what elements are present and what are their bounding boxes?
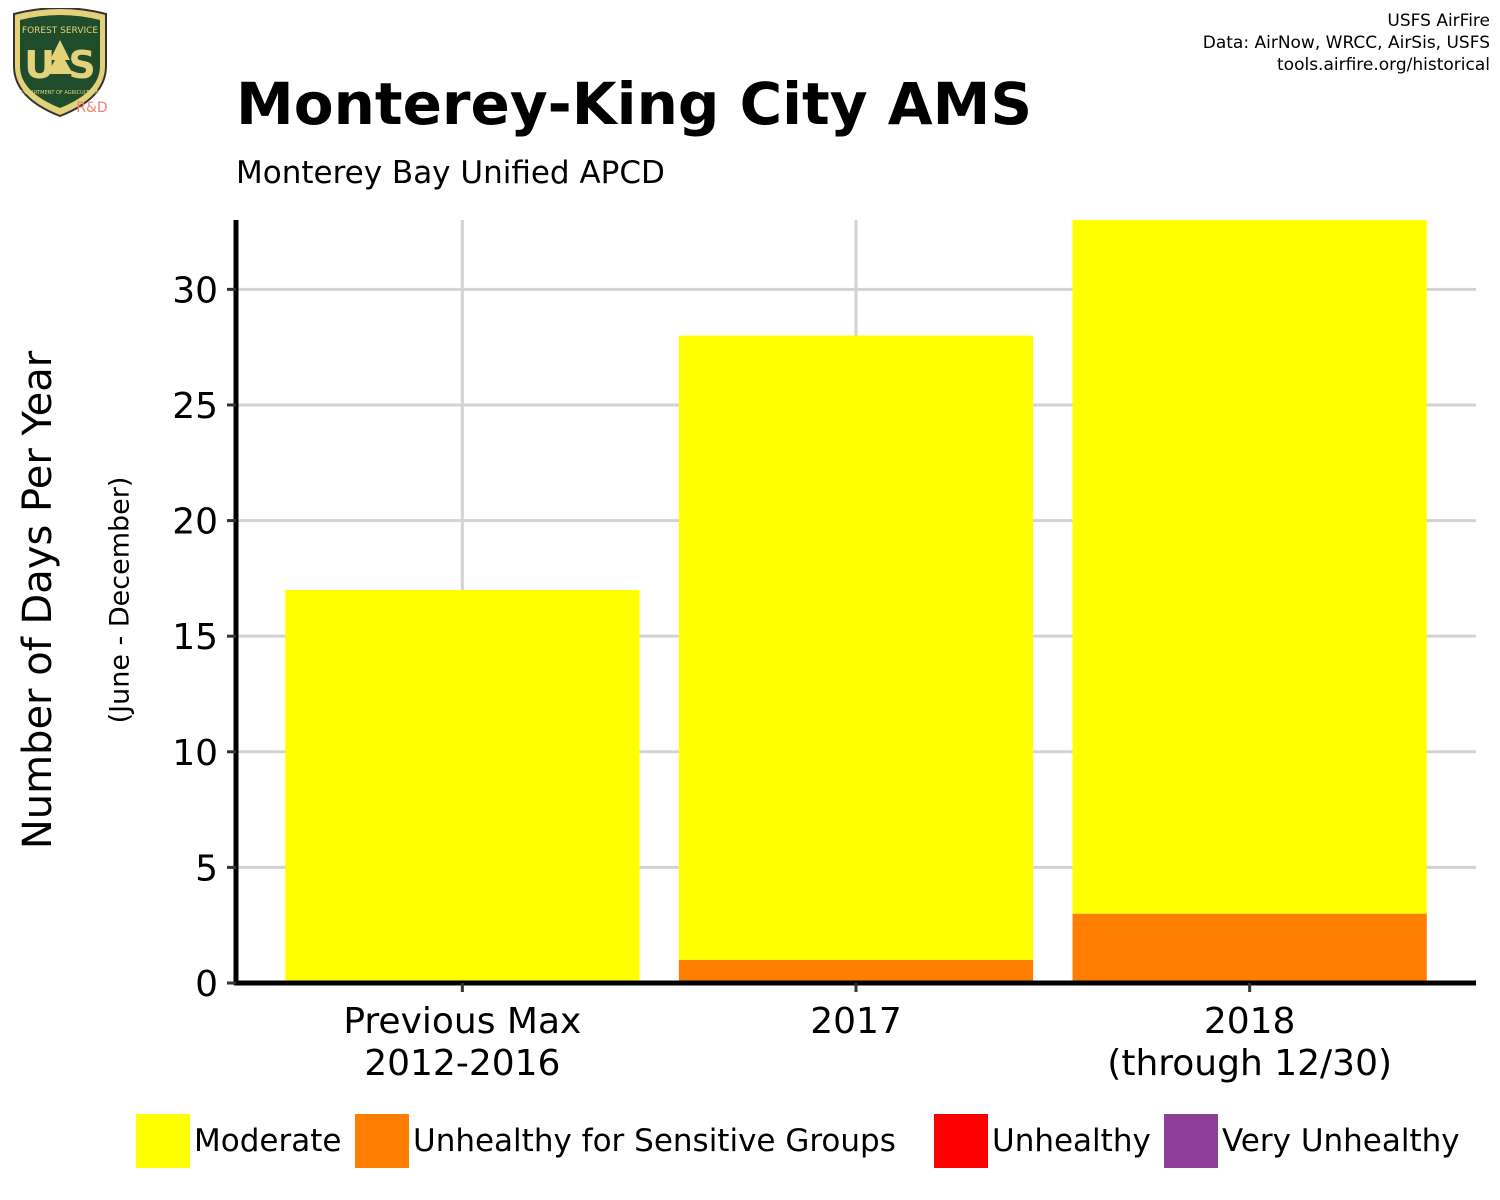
credits: USFS AirFire Data: AirNow, WRCC, AirSis,… [1203, 10, 1490, 76]
y-tick-label-10: 10 [172, 733, 218, 774]
legend-item-very-unhealthy: Very Unhealthy [1164, 1114, 1460, 1168]
y-tick-label-20: 20 [172, 502, 218, 543]
bar-1-series-0 [678, 959, 1034, 983]
bar-2-series-0 [1072, 913, 1427, 983]
bar-1-series-1 [678, 335, 1034, 960]
credits-line-3: tools.airfire.org/historical [1277, 55, 1490, 75]
logo-bottom-text: DEPARTMENT OF AGRICULTURE [21, 90, 99, 96]
chart-subtitle: Monterey Bay Unified APCD [236, 155, 665, 191]
legend-swatch-usg [355, 1114, 409, 1168]
legend-swatch-very-unhealthy [1164, 1114, 1218, 1168]
legend-item-usg: Unhealthy for Sensitive Groups [355, 1114, 896, 1168]
x-tick-label-2-line-0: 2018 [1204, 1001, 1296, 1042]
x-tick-label-1-line-0: 2017 [810, 1001, 902, 1042]
x-tick-label-0-line-1: 2012-2016 [364, 1043, 560, 1084]
usfs-logo: FOREST SERVICE U S DEPARTMENT OF AGRICUL… [13, 8, 108, 118]
legend-label-moderate: Moderate [194, 1123, 342, 1159]
logo-top-text: FOREST SERVICE [22, 26, 99, 36]
x-tick-label-2-line-1: (through 12/30) [1107, 1043, 1392, 1084]
credits-line-2: Data: AirNow, WRCC, AirSis, USFS [1202, 33, 1490, 53]
legend-swatch-unhealthy [934, 1114, 988, 1168]
x-tick-label-0-line-0: Previous Max [343, 1001, 581, 1042]
y-tick-label-15: 15 [172, 617, 218, 658]
y-tick-label-0: 0 [195, 964, 218, 1005]
tree-icon [47, 40, 73, 74]
bar-2-series-1 [1072, 220, 1427, 914]
legend-label-usg: Unhealthy for Sensitive Groups [413, 1123, 896, 1159]
y-tick-label-30: 30 [172, 270, 218, 311]
y-tick-label-25: 25 [172, 386, 218, 427]
legend-swatch-moderate [136, 1114, 190, 1168]
y-tick-label-5: 5 [195, 848, 218, 889]
credits-line-1: USFS AirFire [1387, 11, 1490, 31]
legend-item-unhealthy: Unhealthy [934, 1114, 1151, 1168]
legend-item-moderate: Moderate [136, 1114, 341, 1168]
chart-title: Monterey-King City AMS [236, 70, 1033, 138]
legend-label-very-unhealthy: Very Unhealthy [1222, 1123, 1460, 1159]
bar-0-series-1 [285, 589, 640, 983]
legend-label-unhealthy: Unhealthy [992, 1123, 1151, 1159]
logo-rd: R&D [76, 100, 107, 116]
